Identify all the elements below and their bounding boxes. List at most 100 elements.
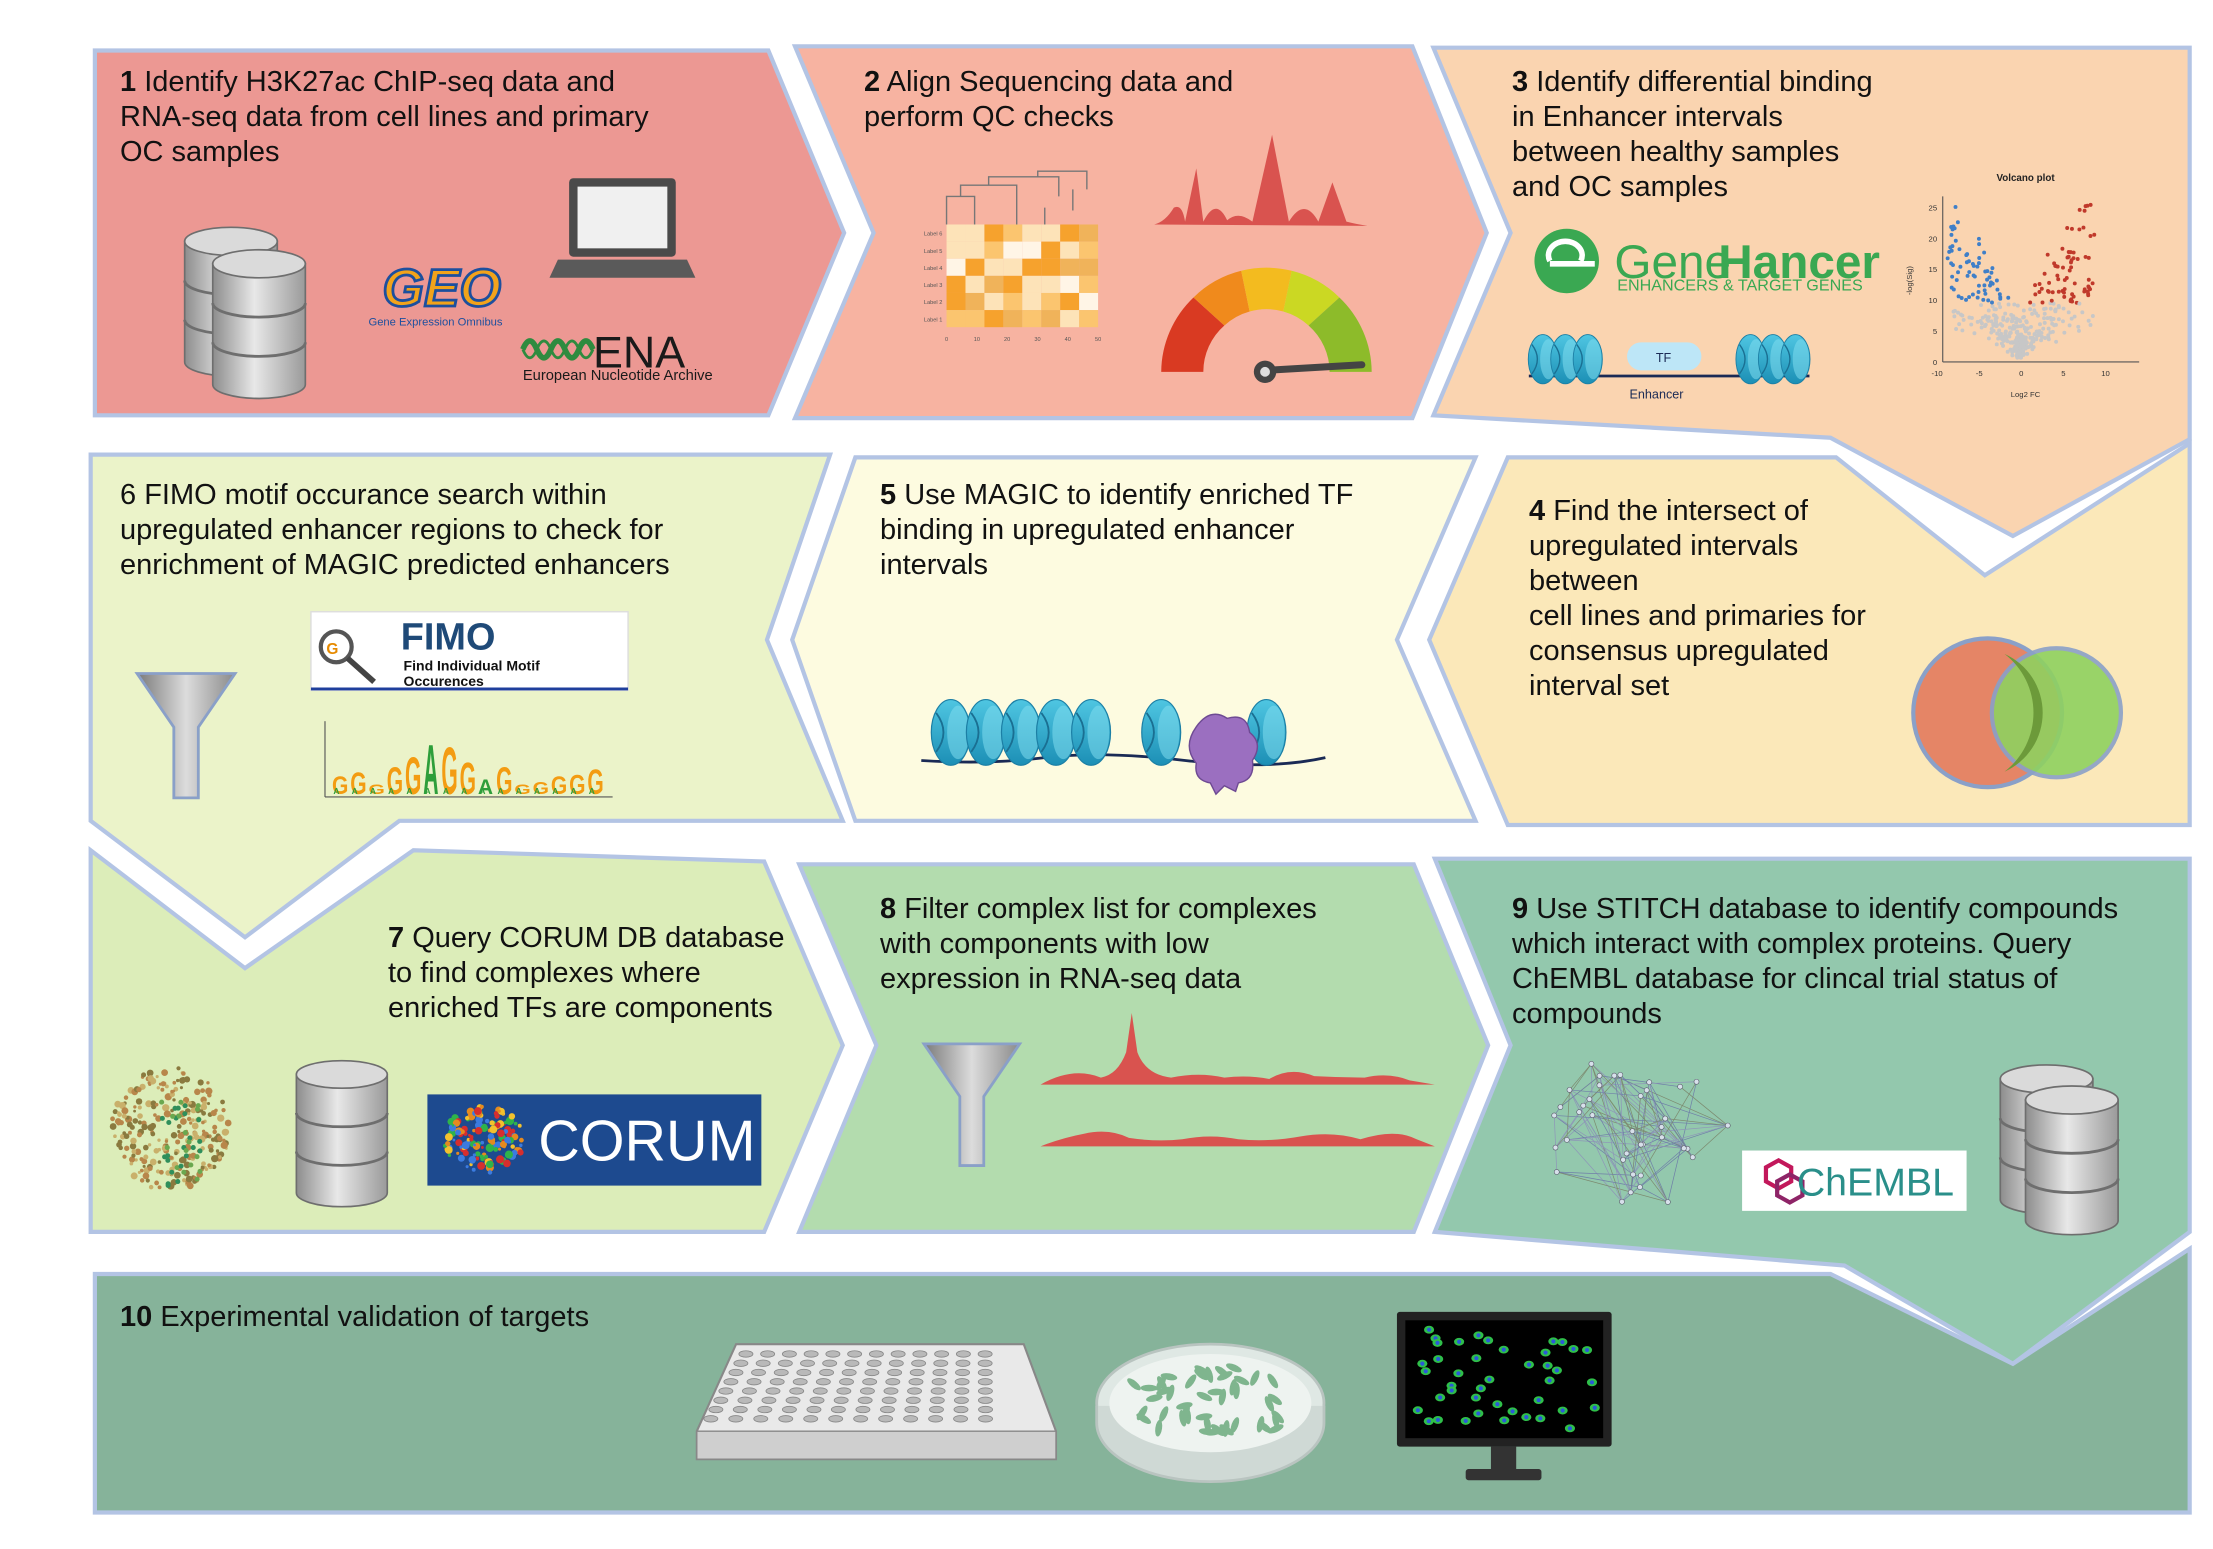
plate-well bbox=[839, 1378, 854, 1386]
volcano-point bbox=[2086, 293, 2091, 298]
volcano-point bbox=[2015, 303, 2020, 308]
plate-well bbox=[911, 1359, 927, 1367]
stitch-network-icon bbox=[1551, 1061, 1731, 1205]
volcano-title: Volcano plot bbox=[1996, 173, 2055, 184]
heatmap-cell bbox=[1003, 241, 1023, 259]
volcano-point bbox=[1993, 317, 1998, 322]
volcano-point bbox=[2018, 324, 2023, 329]
volcano-point bbox=[1948, 245, 1953, 250]
genehancer-logo-text-gene: Gene bbox=[1614, 236, 1731, 289]
volcano-y-tick: 20 bbox=[1929, 234, 1938, 243]
volcano-point bbox=[2023, 335, 2028, 340]
step-5-text: 5 Use MAGIC to identify enriched TF bind… bbox=[880, 478, 1353, 583]
plate-well bbox=[932, 1368, 948, 1377]
plate-well bbox=[751, 1368, 766, 1377]
volcano-point bbox=[2025, 326, 2030, 331]
plate-well bbox=[881, 1396, 897, 1404]
volcano-point bbox=[1979, 321, 1984, 326]
volcano-point bbox=[2061, 319, 2065, 324]
volcano-point bbox=[2033, 337, 2038, 342]
plate-well bbox=[953, 1396, 969, 1404]
volcano-point bbox=[2046, 337, 2051, 342]
volcano-point bbox=[1953, 238, 1958, 243]
ena-logo-text: ENA bbox=[593, 327, 685, 378]
volcano-point bbox=[2061, 265, 2065, 270]
step-3-text: 3 Identify differential binding in Enhan… bbox=[1512, 65, 1873, 205]
volcano-point bbox=[2021, 315, 2026, 320]
volcano-point bbox=[1991, 313, 1996, 318]
step-description: Align Sequencing data and perform QC che… bbox=[864, 66, 1234, 133]
volcano-point bbox=[2039, 338, 2044, 343]
volcano-point bbox=[1945, 256, 1950, 261]
volcano-point bbox=[2003, 329, 2008, 334]
volcano-point bbox=[1991, 322, 1996, 327]
volcano-point bbox=[1995, 287, 2000, 292]
volcano-point bbox=[2054, 339, 2059, 344]
enhancer-label: Enhancer bbox=[1630, 387, 1684, 401]
heatmap-x-tick: 40 bbox=[1065, 337, 1071, 343]
plate-well bbox=[723, 1378, 739, 1386]
heatmap-cell bbox=[1022, 241, 1042, 259]
database-icon bbox=[294, 1059, 389, 1209]
volcano-point bbox=[2065, 255, 2070, 260]
volcano-point bbox=[2002, 334, 2007, 339]
volcano-point bbox=[2061, 290, 2066, 295]
volcano-point bbox=[2014, 344, 2019, 349]
step-8-text: 8 Filter complex list for complexes with… bbox=[880, 892, 1317, 997]
volcano-point bbox=[2056, 289, 2061, 294]
sequence-logo-letter: G bbox=[387, 759, 403, 802]
step-number: 2 bbox=[864, 66, 881, 98]
volcano-point bbox=[1986, 336, 1991, 341]
heatmap-x-tick: 10 bbox=[974, 337, 980, 343]
volcano-point bbox=[1998, 322, 2003, 327]
plate-well bbox=[930, 1387, 946, 1395]
volcano-point bbox=[1964, 297, 1968, 302]
step-description: FIMO motif occurance search within upreg… bbox=[120, 479, 670, 581]
volcano-point bbox=[2088, 234, 2093, 238]
volcano-point bbox=[2015, 355, 2020, 360]
volcano-point bbox=[1990, 304, 1995, 309]
plate-well bbox=[728, 1415, 744, 1423]
volcano-point bbox=[1954, 327, 1959, 331]
volcano-point bbox=[2062, 278, 2067, 283]
plate-well bbox=[773, 1368, 789, 1377]
well-plate-icon bbox=[695, 1343, 1058, 1461]
sequence-logo-letter: A bbox=[479, 786, 485, 796]
step-9-shape bbox=[1431, 856, 2192, 1367]
heatmap-cell bbox=[1041, 275, 1061, 293]
volcano-point bbox=[1965, 273, 1970, 278]
svg-text:G: G bbox=[326, 641, 338, 658]
plate-well bbox=[765, 1387, 781, 1395]
plate-well bbox=[883, 1387, 899, 1395]
plate-well bbox=[781, 1350, 797, 1358]
volcano-point bbox=[2052, 261, 2057, 266]
sequence-logo-letter: G bbox=[332, 772, 348, 800]
volcano-point bbox=[1994, 342, 1999, 347]
heatmap-row-label: Label 3 bbox=[924, 283, 942, 289]
plate-well bbox=[953, 1415, 969, 1423]
volcano-point bbox=[2021, 308, 2026, 313]
volcano-point bbox=[2005, 349, 2010, 354]
volcano-point bbox=[1977, 242, 1982, 247]
step-description: Query CORUM DB database to find complexe… bbox=[388, 922, 785, 1024]
volcano-point bbox=[1972, 331, 1977, 336]
plate-well bbox=[978, 1415, 993, 1423]
heatmap-cell bbox=[1060, 275, 1080, 293]
volcano-point bbox=[1952, 314, 1957, 319]
plate-well bbox=[864, 1368, 880, 1377]
plate-well bbox=[903, 1415, 919, 1423]
plate-well bbox=[929, 1396, 945, 1404]
plate-well bbox=[977, 1359, 993, 1367]
volcano-point bbox=[1955, 220, 1960, 225]
plate-well bbox=[977, 1378, 993, 1386]
volcano-point bbox=[2015, 340, 2020, 345]
volcano-point bbox=[1959, 296, 1964, 300]
volcano-point bbox=[1949, 232, 1954, 237]
sequence-logo-letter: G bbox=[569, 770, 585, 801]
volcano-x-label: Log2 FC bbox=[2011, 390, 2041, 399]
plate-well bbox=[789, 1387, 805, 1395]
database-icon bbox=[1998, 1063, 2120, 1237]
volcano-plot: Volcano plot -10 -5 0 5 10 0 5 10 15 20 25 Log2 F… bbox=[1905, 173, 2140, 399]
volcano-point bbox=[2003, 311, 2008, 316]
volcano-point bbox=[2011, 314, 2016, 319]
